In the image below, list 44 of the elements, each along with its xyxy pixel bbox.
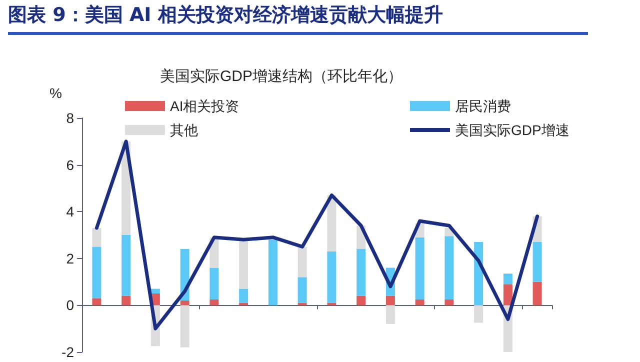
y-tick-label: 6 (66, 156, 74, 173)
bar (92, 298, 102, 306)
bar (386, 305, 395, 324)
legend-label: 居民消费 (455, 98, 511, 114)
bar (268, 240, 278, 306)
y-tick-label: 0 (66, 297, 74, 314)
bar (444, 299, 454, 306)
legend-label: AI相关投资 (170, 98, 240, 114)
bar (386, 296, 395, 306)
bar (356, 296, 366, 306)
bar (239, 240, 248, 289)
chart-title: 图表 9：美国 AI 相关投资对经济增速贡献大幅提升 (8, 2, 588, 35)
y-tick-label: -2 (62, 344, 74, 360)
bar (239, 288, 248, 303)
bar (444, 236, 454, 300)
y-axis-title: % (50, 85, 62, 101)
bar (92, 246, 102, 298)
bar (474, 305, 484, 323)
line-series (94, 140, 540, 330)
bar (122, 296, 131, 306)
y-tick-label: 8 (66, 110, 74, 126)
chart-subtitle: 美国实际GDP增速结构（环比年化） (160, 68, 403, 85)
bar (503, 274, 512, 284)
bar (327, 195, 336, 252)
bar (92, 228, 102, 247)
bar (327, 251, 336, 303)
bar (298, 277, 307, 303)
bar (298, 246, 307, 278)
bar (150, 288, 160, 294)
bar (122, 235, 131, 296)
y-tick-label: 2 (66, 250, 74, 266)
bar (210, 268, 219, 300)
y-tick-label: 4 (66, 204, 74, 220)
bar (180, 300, 190, 306)
bar (415, 299, 424, 306)
bar (210, 299, 219, 306)
legend-label: 美国实际GDP增速 (455, 122, 570, 138)
bar (180, 305, 190, 348)
bar (356, 249, 366, 296)
bar (532, 282, 542, 306)
bar (415, 237, 424, 300)
legend-label: 其他 (170, 122, 198, 138)
bar (532, 242, 542, 282)
bar (503, 284, 512, 306)
